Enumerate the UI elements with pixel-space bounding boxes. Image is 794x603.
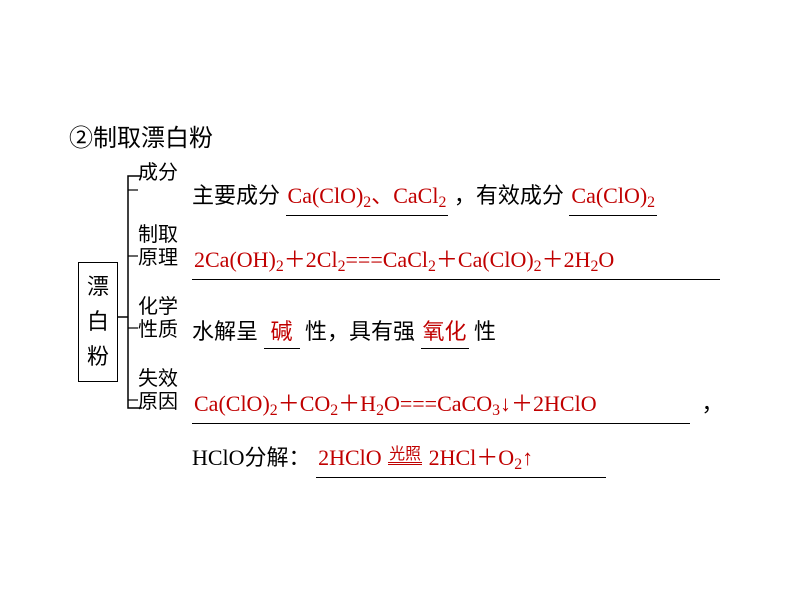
row3-blank1: 碱 [264, 318, 300, 349]
title-text: 制取漂白粉 [93, 126, 213, 152]
reaction-condition: 光照 [387, 462, 423, 465]
bracket-svg [0, 0, 794, 603]
branch-label-components: 成分 [138, 162, 178, 185]
row3-text3: 性 [474, 319, 496, 344]
row-failure-1: Ca(ClO)2＋CO2＋H2O===CaCO3↓＋2HClO ， [192, 390, 724, 424]
row5-blank: 2HClO 光照 2HCl＋O2↑ [316, 444, 606, 478]
row3-text2: 性，具有强 [305, 319, 415, 344]
box-char-3: 粉 [87, 339, 109, 374]
row-failure-2: HClO分解： 2HClO 光照 2HCl＋O2↑ [192, 444, 606, 478]
row2-blank: 2Ca(OH)2＋2Cl2===CaCl2＋Ca(ClO)2＋2H2O [192, 246, 720, 280]
row1-text2: ，有效成分 [454, 183, 564, 208]
branch-label-property: 化学性质 [138, 296, 178, 342]
row1-blank1: Ca(ClO)2、CaCl2 [286, 182, 449, 216]
box-char-2: 白 [87, 304, 109, 339]
subject-box: 漂 白 粉 [78, 262, 118, 382]
row3-blank2: 氧化 [421, 318, 469, 349]
row5-text1: HClO分解： [192, 445, 311, 470]
title-number: ② [69, 126, 93, 152]
branch-label-failure: 失效原因 [138, 368, 178, 414]
row-components: 主要成分 Ca(ClO)2、CaCl2 ，有效成分 Ca(ClO)2 [192, 182, 657, 216]
branch-label-principle: 制取原理 [138, 224, 178, 270]
box-char-1: 漂 [87, 269, 109, 304]
row1-text1: 主要成分 [192, 183, 280, 208]
row1-blank2: Ca(ClO)2 [569, 182, 657, 216]
row4-blank: Ca(ClO)2＋CO2＋H2O===CaCO3↓＋2HClO [192, 390, 690, 424]
row3-text1: 水解呈 [192, 319, 258, 344]
section-title: ②制取漂白粉 [69, 118, 213, 153]
row4-comma: ， [702, 391, 724, 416]
row-property: 水解呈 碱 性，具有强 氧化 性 [192, 318, 496, 349]
row-principle: 2Ca(OH)2＋2Cl2===CaCl2＋Ca(ClO)2＋2H2O [192, 246, 720, 280]
